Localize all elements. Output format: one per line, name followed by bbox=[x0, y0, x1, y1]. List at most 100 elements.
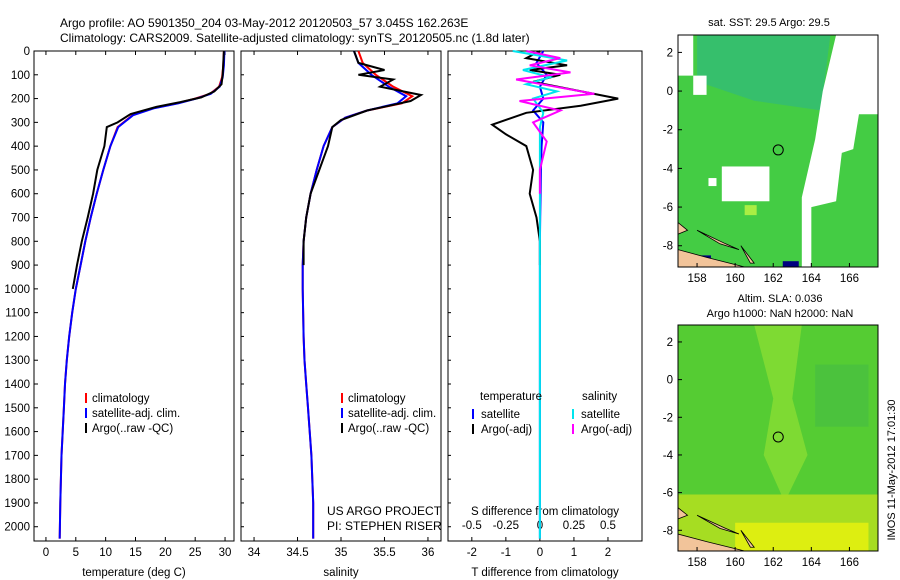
map-field bbox=[678, 325, 878, 551]
x-tick-label: 158 bbox=[687, 273, 706, 285]
legend-label: Argo(..raw -QC) bbox=[348, 423, 429, 435]
sla-map-subtitle: Argo h1000: NaN h2000: NaN bbox=[707, 308, 854, 320]
x-tick-label: 35.5 bbox=[373, 547, 395, 559]
y-tick-label: 0 bbox=[667, 86, 673, 98]
y-tick-label: -6 bbox=[663, 488, 673, 500]
header-line2: Climatology: CARS2009. Satellite-adjuste… bbox=[60, 31, 530, 45]
plot-frame bbox=[447, 50, 643, 542]
x-tick-label: 2 bbox=[605, 547, 611, 559]
x-tick-label: -2 bbox=[467, 547, 477, 559]
y-tick-label: 100 bbox=[11, 70, 30, 82]
argo-position-marker bbox=[772, 144, 784, 156]
y-tick-label: 1100 bbox=[5, 308, 30, 320]
x-tick-label: 5 bbox=[73, 547, 79, 559]
top-tick-label: 0.25 bbox=[563, 520, 585, 532]
missing-data-region bbox=[721, 166, 770, 202]
x-tick-label: 0 bbox=[43, 547, 49, 559]
sla-ridge bbox=[754, 325, 808, 503]
y-tick-label: 400 bbox=[11, 141, 30, 153]
legend-label: Argo(..raw -QC) bbox=[92, 423, 173, 435]
x-axis-label: salinity bbox=[323, 567, 358, 579]
x-tick-label: 162 bbox=[764, 557, 783, 569]
sla-high-band bbox=[735, 522, 869, 551]
map-frame bbox=[677, 324, 879, 552]
sla-map-panel: 158 160 162 164 166 2 0 -2 -4 -6 -8 Altim. SLA: 0.0… bbox=[663, 293, 879, 569]
x-tick-label: 20 bbox=[159, 547, 172, 559]
x-tick-label: 15 bbox=[129, 547, 142, 559]
y-tick-label: 700 bbox=[11, 213, 30, 225]
sla-low-region bbox=[815, 364, 869, 427]
y-tick-label: 900 bbox=[11, 260, 30, 272]
land bbox=[696, 229, 740, 250]
y-tick-label: 1400 bbox=[4, 379, 30, 391]
series-line bbox=[515, 50, 595, 194]
y-tick-label: 1700 bbox=[4, 450, 30, 462]
missing-data-region bbox=[708, 178, 717, 187]
x-tick-label: 30 bbox=[219, 547, 232, 559]
x-tick-label: 25 bbox=[189, 547, 202, 559]
y-tick-label: 200 bbox=[11, 94, 30, 106]
x-axis-label: temperature (deg C) bbox=[82, 567, 186, 579]
legend-label: satellite bbox=[481, 409, 520, 421]
x-tick-label: 164 bbox=[802, 557, 822, 569]
legend-label: Argo(-adj) bbox=[481, 424, 532, 436]
y-tick-label: -4 bbox=[663, 450, 674, 462]
missing-data-region bbox=[801, 35, 878, 267]
y-tick-label: -2 bbox=[663, 125, 673, 137]
x-tick-label: 166 bbox=[840, 557, 859, 569]
x-tick-label: 10 bbox=[99, 547, 112, 559]
x-tick-label: 36 bbox=[422, 547, 435, 559]
y-tick-label: 2 bbox=[667, 337, 673, 349]
land bbox=[678, 533, 745, 551]
x-tick-label: 1 bbox=[571, 547, 577, 559]
y-tick-label: -2 bbox=[663, 412, 673, 424]
y-tick-label: -4 bbox=[663, 163, 674, 175]
salinity-panel: 34 34.5 35 35.5 36 salinity climatology satelli… bbox=[240, 50, 442, 579]
difference-panel: -2 -1 0 1 2 T difference from climatology -0.5… bbox=[447, 50, 643, 579]
y-tick-label: 1200 bbox=[4, 331, 30, 343]
map-frame bbox=[677, 34, 879, 268]
legend-label: satellite bbox=[581, 409, 620, 421]
header-line1: Argo profile: AO 5901350_204 03-May-2012… bbox=[60, 16, 468, 30]
x-tick-label: -1 bbox=[501, 547, 511, 559]
x-tick-label: 0 bbox=[537, 547, 543, 559]
y-tick-label: 1800 bbox=[4, 474, 30, 486]
sst-warm-region bbox=[697, 35, 831, 111]
series-line bbox=[490, 50, 619, 266]
legend-label: climatology bbox=[348, 393, 406, 405]
y-tick-label: 600 bbox=[11, 189, 30, 201]
credit-line-1: US ARGO PROJECT bbox=[327, 504, 442, 518]
x-tick-label: 166 bbox=[840, 273, 859, 285]
series-line bbox=[512, 50, 568, 539]
x-tick-label: 34 bbox=[248, 547, 261, 559]
legend-label: satellite-adj. clim. bbox=[348, 408, 436, 420]
x-tick-label: 158 bbox=[687, 557, 706, 569]
plot-frame bbox=[33, 50, 235, 542]
y-tick-label: -6 bbox=[663, 202, 673, 214]
land bbox=[678, 249, 745, 267]
land bbox=[678, 507, 689, 520]
y-tick-label: -8 bbox=[663, 525, 673, 537]
land bbox=[740, 530, 756, 548]
legend-header-salinity: salinity bbox=[582, 391, 617, 403]
legend-label: climatology bbox=[92, 393, 150, 405]
top-tick-label: -0.5 bbox=[462, 520, 482, 532]
y-tick-label: 0 bbox=[667, 375, 673, 387]
cool-patch bbox=[744, 205, 757, 216]
y-tick-label: 1600 bbox=[4, 427, 30, 439]
x-tick-label: 34.5 bbox=[286, 547, 308, 559]
sst-map-panel: 158 160 162 164 166 2 0 -2 -4 -6 -8 sat. SST: 29.5 … bbox=[663, 17, 879, 285]
top-tick-label: -0.25 bbox=[493, 520, 519, 532]
temperature-panel: 0 5 10 15 20 25 30 temperature (deg C) 0 100 200 30… bbox=[4, 46, 235, 579]
legend-label: satellite-adj. clim. bbox=[92, 408, 180, 420]
y-tick-label: 0 bbox=[24, 46, 30, 58]
missing-data-region bbox=[678, 35, 707, 95]
x-axis-label: T difference from climatology bbox=[471, 567, 618, 579]
land bbox=[696, 514, 740, 535]
legend-header-temperature: temperature bbox=[480, 391, 542, 403]
series-line bbox=[302, 50, 424, 266]
no-data-cell bbox=[782, 261, 799, 267]
x-tick-label: 160 bbox=[726, 273, 745, 285]
y-tick-label: 800 bbox=[11, 236, 30, 248]
